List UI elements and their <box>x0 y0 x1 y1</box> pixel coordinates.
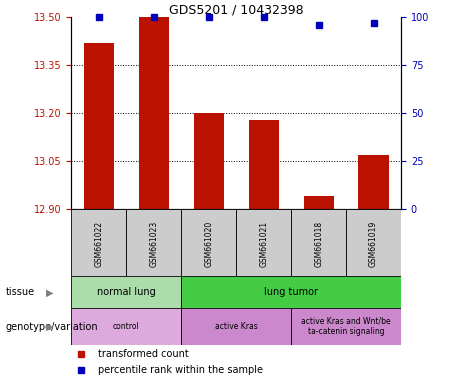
Text: GSM661019: GSM661019 <box>369 221 378 267</box>
Bar <box>236 209 291 276</box>
Bar <box>181 209 236 276</box>
Bar <box>71 276 181 308</box>
Bar <box>291 209 346 276</box>
Bar <box>346 209 401 276</box>
Text: percentile rank within the sample: percentile rank within the sample <box>98 365 263 375</box>
Title: GDS5201 / 10432398: GDS5201 / 10432398 <box>169 3 304 16</box>
Text: genotype/variation: genotype/variation <box>6 321 99 332</box>
Text: GSM661020: GSM661020 <box>204 221 213 267</box>
Text: control: control <box>113 322 140 331</box>
Bar <box>181 308 291 345</box>
Bar <box>71 308 181 345</box>
Text: GSM661022: GSM661022 <box>95 221 103 267</box>
Bar <box>359 155 389 209</box>
Text: active Kras: active Kras <box>215 322 258 331</box>
Bar <box>126 209 181 276</box>
Bar <box>84 43 114 209</box>
Text: active Kras and Wnt/be
ta-catenin signaling: active Kras and Wnt/be ta-catenin signal… <box>301 317 391 336</box>
Bar <box>71 209 126 276</box>
Bar <box>181 276 401 308</box>
Text: ▶: ▶ <box>46 321 53 332</box>
Bar <box>303 197 334 209</box>
Bar <box>194 113 224 209</box>
Text: transformed count: transformed count <box>98 349 189 359</box>
Text: ▶: ▶ <box>46 287 53 298</box>
Bar <box>248 120 279 209</box>
Bar <box>291 308 401 345</box>
Bar <box>139 17 169 209</box>
Text: tissue: tissue <box>6 287 35 298</box>
Text: lung tumor: lung tumor <box>264 287 318 298</box>
Text: GSM661018: GSM661018 <box>314 221 323 267</box>
Text: GSM661021: GSM661021 <box>259 221 268 267</box>
Text: normal lung: normal lung <box>97 287 156 298</box>
Text: GSM661023: GSM661023 <box>149 221 159 267</box>
